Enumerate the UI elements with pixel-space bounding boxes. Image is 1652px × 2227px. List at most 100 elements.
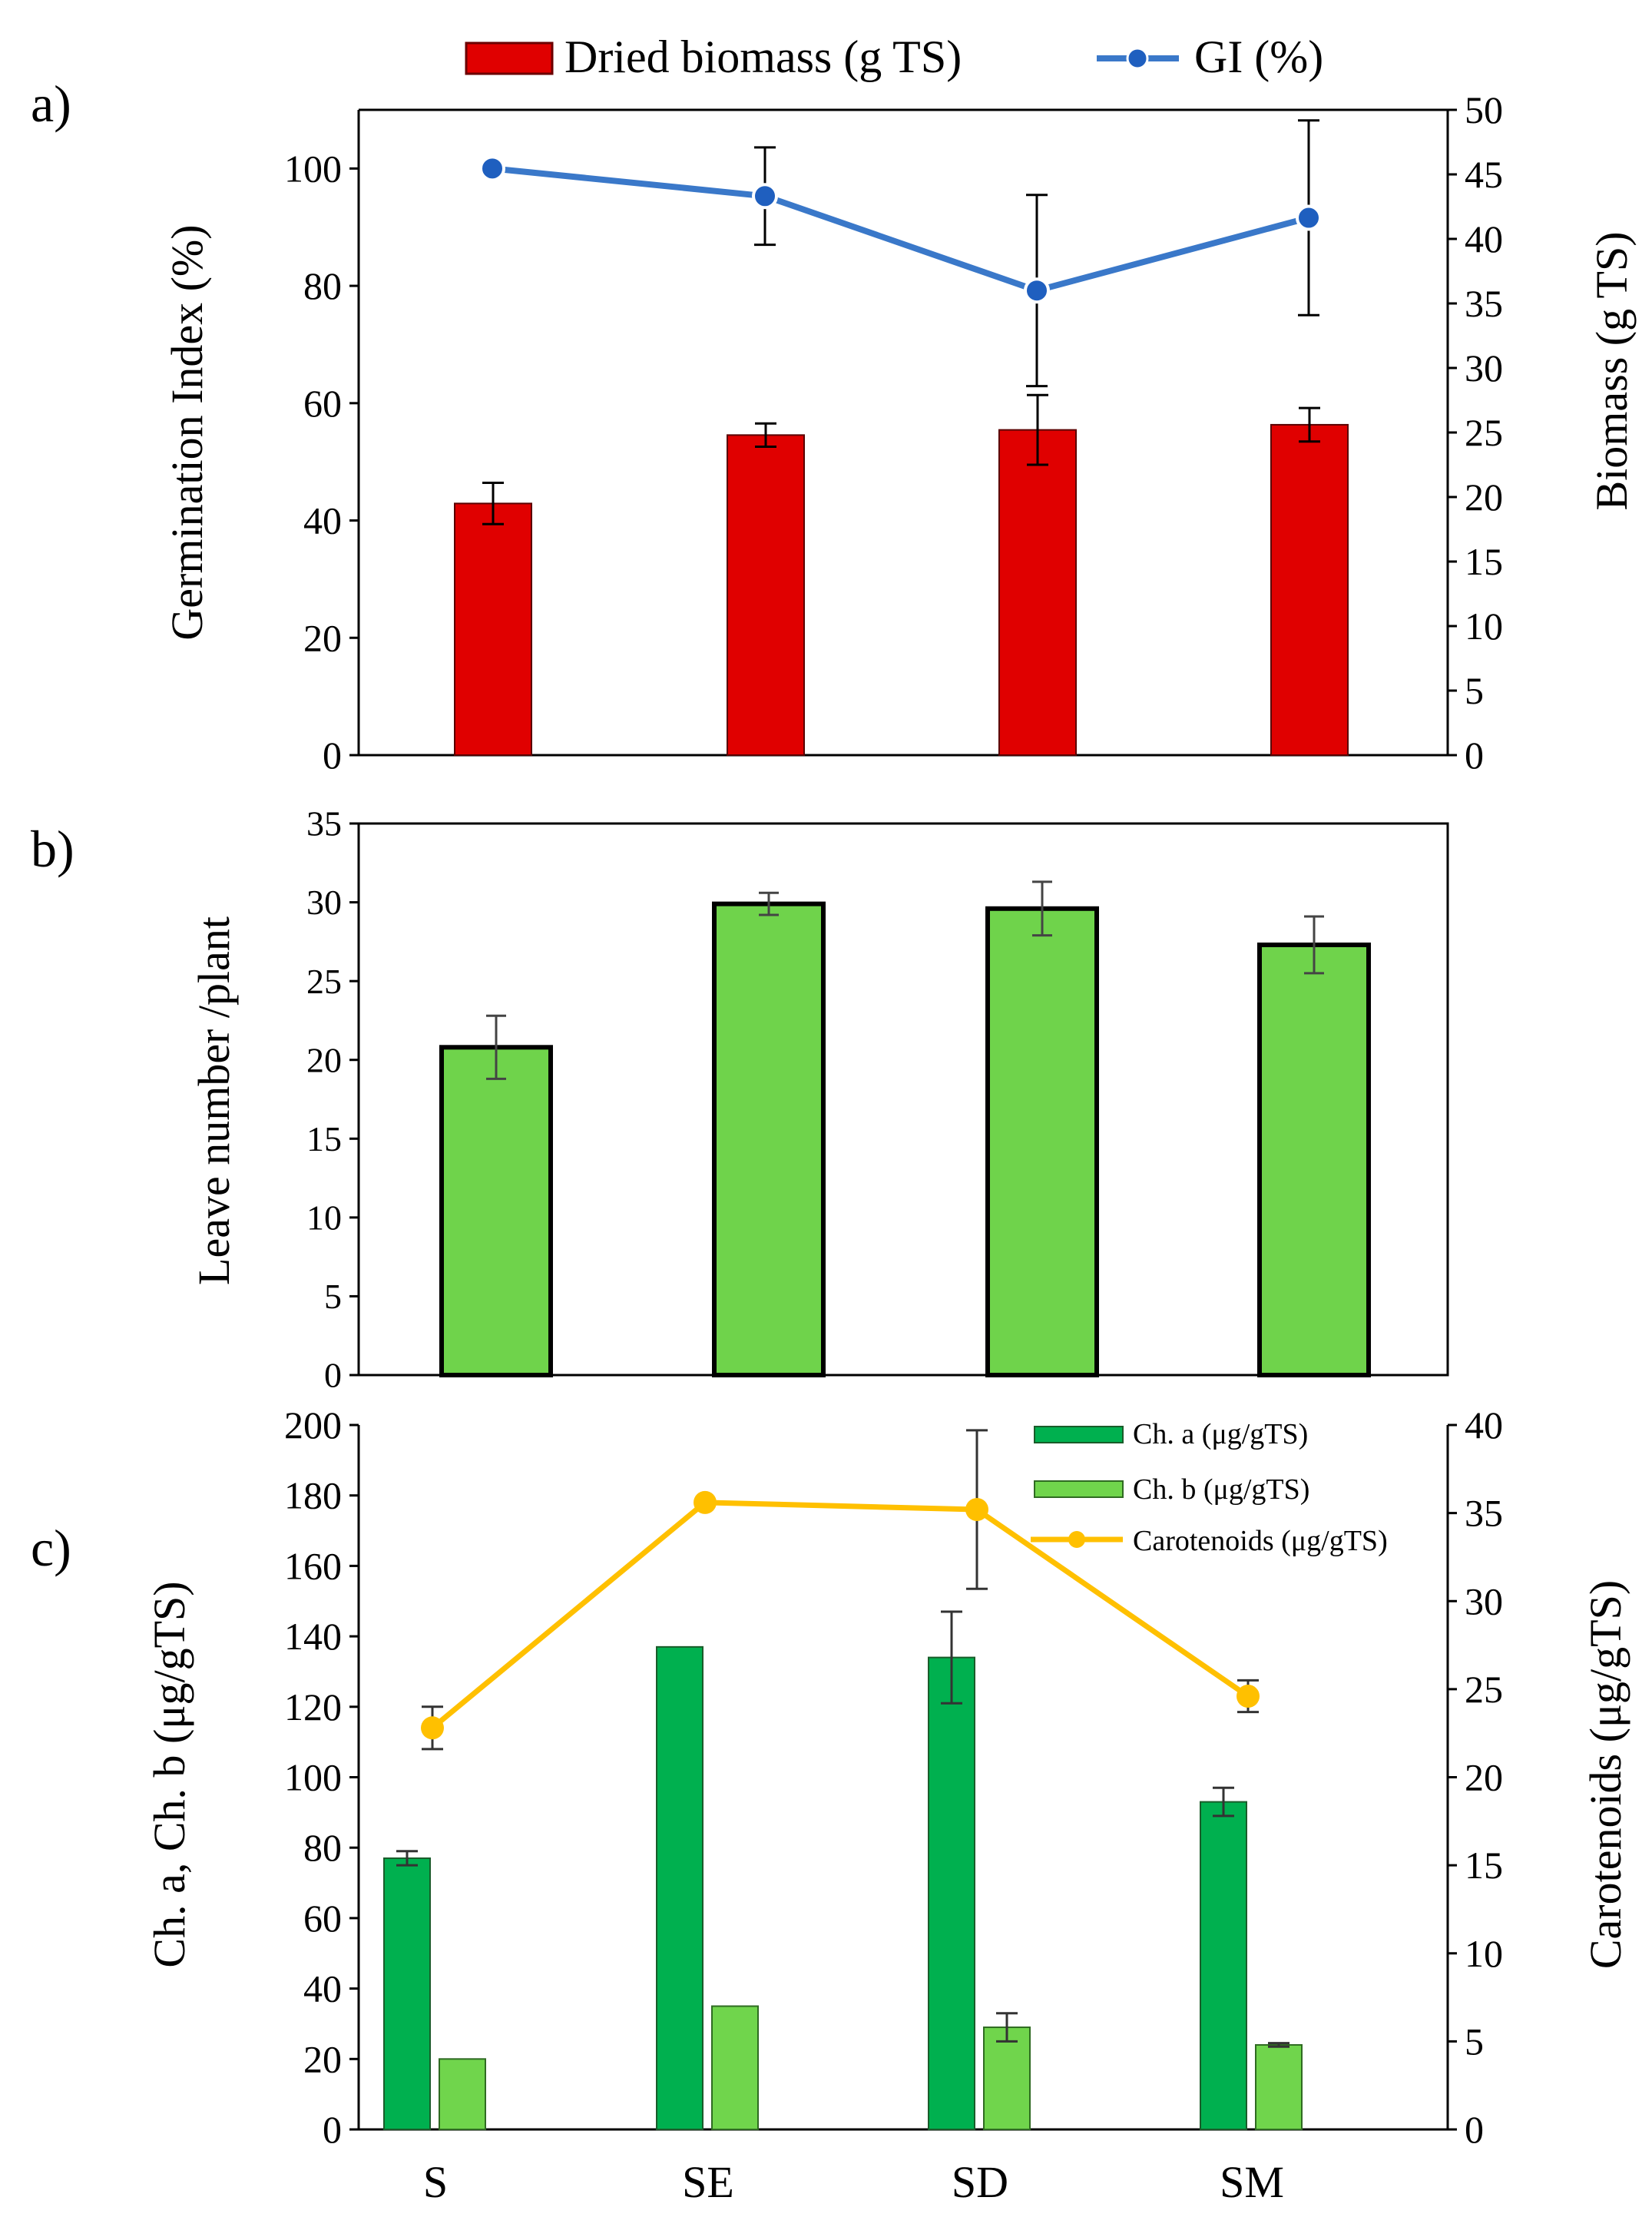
x-tick-label: SD (952, 2157, 1008, 2207)
panel-a-left-ticks: 0 20 40 60 80 100 (284, 147, 359, 777)
legend-chb-swatch (1034, 1480, 1124, 1498)
y2-tick-label: 45 (1465, 153, 1503, 196)
panel-b-bars (439, 880, 1371, 1377)
biomass-bar (998, 429, 1077, 756)
leaf-bar (1257, 942, 1371, 1377)
carotenoid-series-line (430, 1500, 1250, 1731)
legend-gi-label: GI (%) (1194, 31, 1323, 82)
chb-bar (711, 2005, 759, 2130)
y-tick-label: 60 (303, 1897, 342, 1940)
panel-c-right-ticks: 0 5 10 15 20 25 30 35 40 (1448, 1403, 1503, 2151)
cha-bar (656, 1645, 704, 2130)
panel-c-label: c) (31, 1519, 71, 1577)
y-tick-label: 0 (324, 1356, 342, 1395)
panel-c-x-tick-labels: S SE SD SM (423, 2157, 1284, 2207)
gi-point (479, 155, 505, 182)
chb-bar (439, 2058, 486, 2131)
panel-b-left-ticks: 0 5 10 15 20 25 30 35 (306, 804, 359, 1395)
carotenoid-point (421, 1716, 444, 1740)
panel-a-y-label: Germination Index (%) (162, 224, 212, 640)
y-tick-label: 20 (303, 2037, 342, 2080)
panel-a-right-ticks: 0 5 10 15 20 25 30 35 40 45 50 (1448, 88, 1503, 777)
panel-c-left-ticks: 0 20 40 60 80 100 120 140 160 180 200 (284, 1403, 359, 2151)
y2-tick-label: 35 (1465, 282, 1503, 325)
y2-tick-label: 20 (1465, 1756, 1503, 1799)
biomass-bar (727, 434, 805, 756)
y2-tick-label: 5 (1465, 669, 1484, 712)
y2-tick-label: 10 (1465, 605, 1503, 648)
y2-tick-label: 0 (1465, 734, 1484, 777)
legend-cha-label: Ch. a (μg/gTS) (1133, 1418, 1308, 1450)
gi-point (1296, 204, 1322, 231)
y2-tick-label: 10 (1465, 1932, 1503, 1975)
chb-bar (983, 2027, 1031, 2130)
panel-a-gi-line (479, 119, 1322, 388)
y-tick-label: 15 (306, 1119, 342, 1158)
y-tick-label: 35 (306, 804, 342, 843)
chb-bar (1255, 2043, 1303, 2130)
legend-biomass-swatch (465, 41, 554, 75)
y-tick-label: 0 (323, 2108, 342, 2151)
y-tick-label: 0 (323, 734, 342, 777)
panel-a: 0 20 40 60 80 100 0 5 10 15 20 25 30 35 40 45 50 Germin… (162, 88, 1637, 777)
legend-cha-swatch (1034, 1426, 1124, 1443)
y-tick-label: 60 (303, 382, 342, 425)
y2-tick-label: 5 (1465, 2020, 1484, 2063)
panel-b-y-label: Leave number /plant (189, 916, 239, 1285)
panel-b-frame (357, 822, 1449, 1377)
gi-point (1024, 277, 1050, 304)
biomass-bar (1270, 423, 1349, 756)
y2-tick-label: 25 (1465, 411, 1503, 454)
y-tick-label: 200 (284, 1403, 342, 1447)
leaf-bar (439, 1045, 553, 1377)
carotenoid-point (965, 1498, 988, 1522)
y2-tick-label: 0 (1465, 2108, 1484, 2151)
y-tick-label: 80 (303, 1826, 342, 1869)
y2-tick-label: 30 (1465, 1579, 1503, 1622)
panel-b: 0 5 10 15 20 25 30 35 Leave number /plant (189, 804, 1449, 1395)
panel-b-label: b) (31, 820, 74, 878)
y-tick-label: 20 (306, 1040, 342, 1079)
legend-carotenoid-label: Carotenoids (μg/gTS) (1133, 1525, 1388, 1557)
gi-point (752, 183, 778, 210)
leaf-bar (985, 906, 1099, 1377)
panel-c-y-label: Ch. a, Ch. b (μg/gTS) (144, 1581, 194, 1967)
panel-c-y2-label: Carotenoids (μg/gTS) (1581, 1580, 1630, 1969)
cha-bar (928, 1656, 975, 2131)
y-tick-label: 40 (303, 499, 342, 542)
y2-tick-label: 50 (1465, 88, 1503, 131)
biomass-bar (454, 502, 532, 757)
y2-tick-label: 15 (1465, 540, 1503, 583)
y2-tick-label: 40 (1465, 1403, 1503, 1447)
y-tick-label: 40 (303, 1967, 342, 2010)
y-tick-label: 5 (324, 1277, 342, 1316)
gi-series-line (492, 165, 1310, 294)
carotenoid-point (1237, 1685, 1260, 1708)
y-tick-label: 20 (303, 616, 342, 659)
y-tick-label: 160 (284, 1544, 342, 1587)
y2-tick-label: 25 (1465, 1668, 1503, 1711)
y-tick-label: 100 (284, 1756, 342, 1799)
panel-a-label: a) (31, 75, 71, 133)
legend-gi-marker (1126, 47, 1149, 70)
y-tick-label: 10 (306, 1198, 342, 1237)
panel-c-bars (383, 1610, 1303, 2131)
y-tick-label: 140 (284, 1615, 342, 1658)
x-tick-label: SM (1220, 2157, 1284, 2207)
y-tick-label: 30 (306, 883, 342, 922)
y-tick-label: 120 (284, 1685, 342, 1728)
y-tick-label: 100 (284, 147, 342, 190)
x-tick-label: SE (682, 2157, 734, 2207)
panel-c: 0 20 40 60 80 100 120 140 160 180 200 0 5 10 15 20 25 30… (144, 1403, 1630, 2207)
x-tick-label: S (423, 2157, 448, 2207)
y2-tick-label: 30 (1465, 346, 1503, 389)
leaf-bar (712, 901, 826, 1377)
carotenoid-point (694, 1490, 717, 1514)
y2-tick-label: 40 (1465, 217, 1503, 260)
y2-tick-label: 35 (1465, 1492, 1503, 1535)
cha-bar (383, 1857, 431, 2131)
y2-tick-label: 20 (1465, 476, 1503, 519)
panel-a-bars (454, 393, 1349, 757)
y-tick-label: 80 (303, 264, 342, 307)
